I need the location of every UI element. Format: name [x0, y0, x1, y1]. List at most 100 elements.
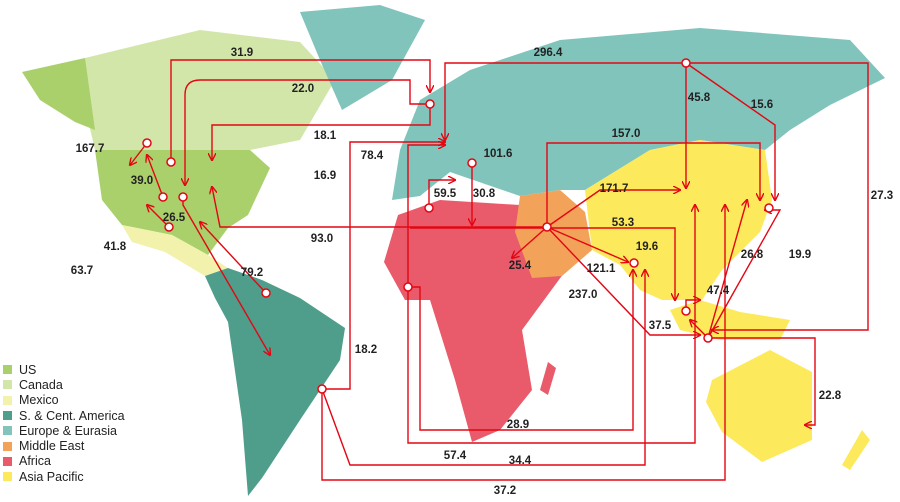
- legend: US Canada Mexico S. & Cent. America Euro…: [3, 362, 125, 484]
- legend-swatch: [3, 456, 12, 466]
- region-australia: [706, 350, 812, 462]
- flow-line: [512, 226, 548, 258]
- flow-value-label: 296.4: [534, 47, 563, 59]
- flow-line: [321, 205, 725, 481]
- legend-item-asia-pacific: Asia Pacific: [3, 469, 125, 484]
- legend-swatch: [3, 441, 12, 451]
- flow-value-label: 18.2: [355, 344, 377, 356]
- flow-value-label: 157.0: [612, 128, 641, 140]
- flow-value-label: 63.7: [71, 265, 93, 277]
- legend-swatch: [3, 395, 12, 405]
- legend-label: S. & Cent. America: [19, 408, 125, 423]
- legend-swatch: [3, 411, 12, 421]
- flow-value-label: 37.5: [649, 320, 672, 332]
- region-mexico: [122, 225, 228, 276]
- flow-line: [410, 227, 675, 300]
- node-indonesia: [703, 333, 713, 343]
- flow-labels: 31.9 22.0 296.4 45.8 15.6 157.0 18.1 78.4 101.6 1…: [71, 47, 893, 497]
- node-us-1: [158, 192, 168, 202]
- flow-value-label: 22.8: [819, 390, 842, 402]
- flow-value-label: 78.4: [361, 150, 384, 162]
- node-europe: [467, 158, 477, 168]
- flow-value-label: 34.4: [509, 455, 532, 467]
- region-europe-eurasia: [392, 28, 885, 200]
- node-middle-east: [542, 222, 552, 232]
- node-us-west: [142, 138, 152, 148]
- legend-swatch: [3, 426, 12, 436]
- flow-line: [685, 62, 775, 200]
- legend-item-mexico: Mexico: [3, 393, 125, 408]
- flow-value-label: 93.0: [311, 233, 333, 245]
- flow-value-label: 57.4: [444, 450, 467, 462]
- flow-value-label: 25.4: [509, 260, 532, 272]
- legend-swatch: [3, 365, 12, 375]
- node-norway: [425, 99, 435, 109]
- flow-value-label: 31.9: [231, 47, 253, 59]
- legend-label: Africa: [19, 454, 51, 469]
- region-greenland: [300, 5, 425, 110]
- region-indonesia: [670, 300, 790, 340]
- flow-nodes: [142, 58, 774, 394]
- flow-value-label: 18.1: [314, 130, 337, 142]
- legend-item-us: US: [3, 362, 125, 377]
- flow-value-label: 237.0: [569, 289, 598, 301]
- flow-value-label: 45.8: [688, 92, 711, 104]
- flow-line: [546, 226, 628, 262]
- flow-value-label: 171.7: [600, 183, 629, 195]
- flow-value-label: 28.9: [507, 419, 529, 431]
- legend-item-s-cent-america: S. & Cent. America: [3, 408, 125, 423]
- flow-line: [170, 59, 430, 162]
- flow-line: [147, 205, 170, 228]
- region-new-zealand: [842, 430, 870, 470]
- region-south-central-america: [205, 268, 345, 496]
- flow-line: [546, 226, 700, 335]
- flow-line: [546, 142, 760, 227]
- flow-value-label: 37.2: [494, 485, 516, 497]
- legend-label: Middle East: [19, 439, 85, 454]
- node-algeria: [424, 203, 434, 213]
- flow-value-label: 79.2: [241, 267, 263, 279]
- flow-value-label: 26.8: [741, 249, 764, 261]
- node-brazil: [317, 384, 327, 394]
- flow-value-label: 59.5: [434, 188, 457, 200]
- legend-item-middle-east: Middle East: [3, 438, 125, 453]
- legend-item-europe-eurasia: Europe & Eurasia: [3, 423, 125, 438]
- legend-label: US: [19, 362, 37, 377]
- flow-value-label: 16.9: [314, 170, 336, 182]
- flow-value-label: 26.5: [163, 212, 186, 224]
- flow-value-label: 39.0: [131, 175, 153, 187]
- node-us-2: [178, 192, 188, 202]
- regions: [22, 5, 885, 496]
- flow-line: [322, 142, 445, 390]
- node-malaysia: [681, 306, 691, 316]
- flow-line: [686, 62, 869, 330]
- flows: [130, 59, 869, 481]
- flow-value-label: 22.0: [292, 83, 314, 95]
- flow-line: [212, 104, 431, 160]
- flow-value-label: 19.9: [789, 249, 811, 261]
- node-us-3: [164, 222, 174, 232]
- node-japan: [764, 203, 774, 213]
- flow-line: [147, 155, 164, 198]
- flow-line: [445, 62, 686, 140]
- flow-value-label: 53.3: [612, 217, 634, 229]
- legend-label: Mexico: [19, 393, 59, 408]
- flow-line: [185, 79, 430, 185]
- legend-label: Canada: [19, 377, 63, 392]
- region-africa: [384, 200, 572, 442]
- flow-line: [428, 180, 455, 208]
- flow-line: [200, 222, 267, 294]
- region-madagascar: [540, 362, 556, 395]
- flow-value-label: 41.8: [104, 241, 127, 253]
- node-india: [629, 258, 639, 268]
- legend-item-africa: Africa: [3, 454, 125, 469]
- flow-line: [546, 190, 680, 228]
- legend-label: Asia Pacific: [19, 469, 84, 484]
- legend-swatch: [3, 472, 12, 482]
- node-canada: [166, 157, 176, 167]
- flow-value-label: 30.8: [473, 188, 496, 200]
- node-russia: [681, 58, 691, 68]
- flow-line: [321, 270, 645, 466]
- flow-value-label: 19.6: [636, 241, 658, 253]
